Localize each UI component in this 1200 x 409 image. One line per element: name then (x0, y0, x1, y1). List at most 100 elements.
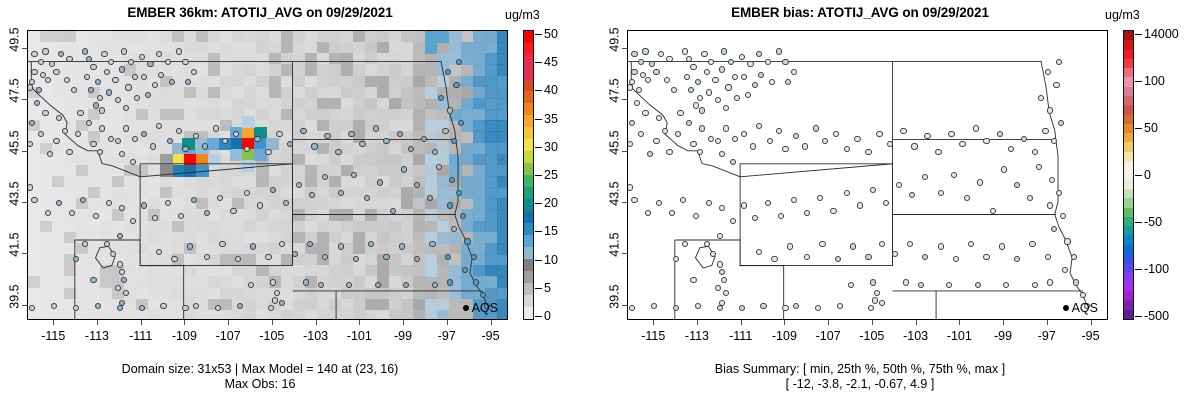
observation-marker (435, 163, 443, 171)
colorbar-tick-label: 50 (1144, 121, 1158, 135)
raster-cell (40, 131, 53, 144)
raster-cell (100, 164, 113, 177)
raster-cell (496, 265, 507, 277)
observation-marker (403, 281, 410, 289)
map-plot-model: AQS (27, 30, 508, 320)
raster-cell (460, 86, 474, 99)
observation-marker (99, 107, 106, 114)
observation-marker (718, 151, 726, 158)
colorbar-band (1124, 76, 1133, 87)
raster-cell (232, 53, 246, 66)
raster-cell (88, 86, 101, 99)
raster-cell (76, 176, 89, 188)
raster-cell (460, 97, 474, 110)
raster-cell (292, 86, 306, 99)
raster-cell (232, 176, 246, 188)
x-tick-label: -115 (41, 329, 66, 343)
raster-cell (208, 254, 221, 266)
raster-cell (400, 254, 414, 266)
y-axis-bias: 49.5 47.5 45.5 43.5 41.5 39.5 (600, 27, 627, 320)
raster-cell (52, 309, 65, 319)
raster-cell (256, 309, 270, 319)
observation-marker (876, 130, 883, 137)
colorbar-tick-label: 10 (544, 252, 558, 267)
observation-marker (1031, 281, 1038, 289)
raster-cell (400, 231, 414, 244)
observation-marker (51, 302, 58, 309)
observation-marker (655, 115, 662, 122)
observation-marker (269, 187, 276, 194)
raster-cell (292, 209, 306, 222)
colorbar-band (524, 186, 533, 199)
observation-marker (66, 56, 73, 63)
raster-cell (88, 254, 101, 266)
raster-cell (496, 97, 507, 110)
observation-marker (121, 276, 128, 284)
observation-marker (1014, 181, 1021, 189)
observation-marker (843, 189, 850, 196)
observation-marker (804, 210, 811, 217)
observation-marker (1053, 81, 1060, 88)
colorbar-band (1124, 197, 1133, 208)
raster-cell (76, 97, 89, 110)
raster-cell (232, 209, 246, 222)
raster-cell (304, 53, 318, 66)
raster-cell (448, 53, 462, 66)
observation-marker (431, 281, 438, 289)
raster-cell (280, 187, 294, 199)
raster-cell (340, 198, 354, 211)
raster-cell (172, 109, 185, 121)
observation-marker (451, 225, 458, 232)
colorbar-tick (535, 118, 542, 120)
raster-cell (412, 209, 426, 222)
raster-cell (472, 131, 486, 144)
raster-cell (484, 86, 498, 99)
raster-cell (88, 298, 101, 311)
raster-cell (136, 265, 149, 277)
raster-cell (448, 309, 462, 319)
raster-cell (184, 42, 197, 54)
raster-cell (220, 53, 234, 66)
observation-marker (812, 125, 820, 132)
raster-cell (268, 31, 282, 43)
raster-cell (172, 276, 185, 289)
observation-marker (793, 133, 800, 140)
observation-marker (871, 297, 879, 304)
observation-marker (254, 135, 261, 142)
raster-cell (472, 164, 486, 177)
raster-cell (112, 120, 125, 132)
raster-cell (292, 187, 306, 199)
raster-cell (76, 298, 89, 311)
raster-cell (256, 164, 270, 177)
raster-cell (340, 86, 354, 99)
observation-marker (28, 140, 34, 147)
raster-cell (244, 109, 258, 121)
boundary-line (140, 164, 292, 177)
raster-cell (364, 242, 378, 255)
raster-cell (220, 64, 234, 77)
observation-marker (107, 135, 115, 142)
x-tick-label: -109 (771, 329, 797, 343)
observation-marker (638, 130, 645, 137)
boundary-line (140, 240, 184, 319)
raster-cell (88, 220, 101, 233)
observation-marker (756, 248, 763, 255)
observation-marker (420, 135, 427, 142)
raster-cell (340, 254, 354, 266)
raster-cell (304, 142, 318, 155)
raster-cell (220, 298, 234, 311)
raster-cell (400, 153, 414, 166)
raster-cell (100, 42, 113, 54)
raster-cell (268, 75, 282, 88)
raster-cell (136, 276, 149, 289)
raster-cell (472, 109, 486, 121)
raster-cell (184, 309, 197, 319)
raster-cell (268, 176, 282, 188)
raster-cell (220, 287, 234, 300)
raster-cell (112, 164, 125, 177)
raster-cell (244, 198, 258, 211)
x-tick (959, 320, 961, 325)
observation-marker (446, 107, 454, 114)
raster-cell (412, 86, 426, 99)
raster-cell (148, 265, 161, 277)
